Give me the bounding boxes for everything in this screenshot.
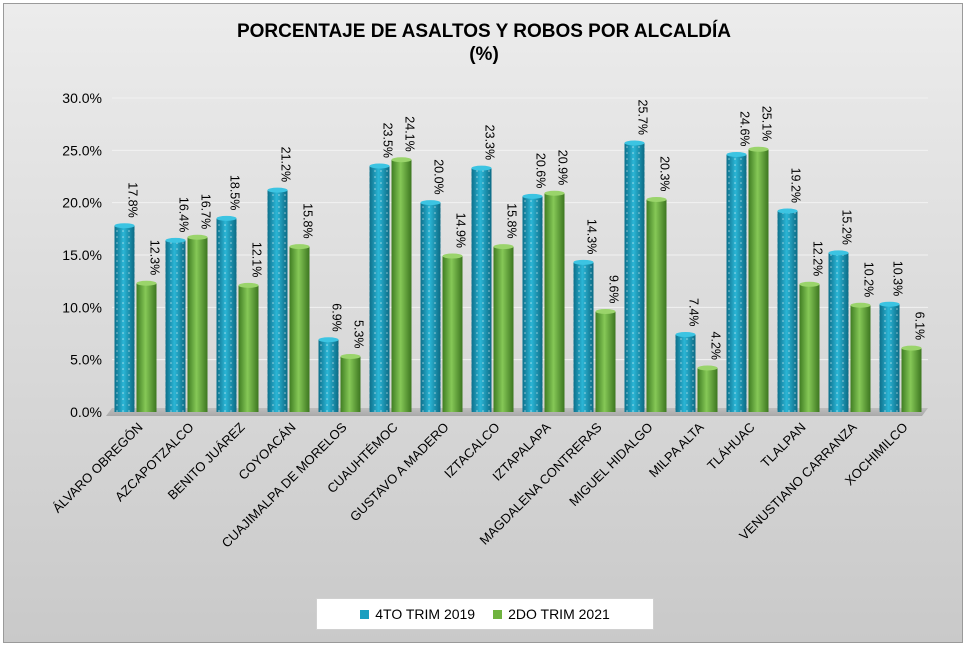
chart-subtitle: (%): [469, 44, 499, 65]
bar-series-1: [114, 223, 135, 412]
legend-item-series-1: 4TO TRIM 2019: [360, 606, 475, 622]
legend-swatch-series-1: [360, 609, 370, 619]
bar-series-1: [216, 215, 237, 412]
bar-series-1: [369, 163, 390, 412]
data-label: 23.3%: [483, 125, 497, 160]
bar-series-2: [901, 345, 922, 412]
bar-series-1: [522, 193, 543, 412]
legend-item-series-2: 2DO TRIM 2021: [493, 606, 610, 622]
data-label: 18.5%: [228, 175, 242, 210]
bar-series-1: [471, 165, 492, 412]
legend-swatch-series-2: [493, 609, 503, 619]
data-label: 6.1%: [913, 312, 927, 341]
y-tick-label: 25.0%: [62, 142, 102, 158]
data-label: 6.9%: [330, 303, 344, 332]
bar-chart: 0.0% 5.0% 10.0% 15.0% 20.0% 25.0% 30.0% 17.8% 12…: [50, 90, 928, 551]
data-label: 24.6%: [738, 111, 752, 146]
chart-title: PORCENTAJE DE ASALTOS Y ROBOS POR ALCALD…: [236, 21, 732, 42]
data-label: 21.2%: [279, 147, 293, 182]
x-category-label: TLÁHUAC: [704, 420, 758, 474]
data-label: 17.8%: [126, 182, 140, 217]
x-category-label: MILPA ALTA: [646, 419, 707, 480]
bar-series-2: [595, 309, 616, 412]
x-category-label: TLALPAN: [758, 420, 809, 471]
data-label: 16.7%: [199, 194, 213, 229]
bar-series-1: [165, 237, 186, 412]
data-label: 23.5%: [381, 123, 395, 158]
y-tick-label: 20.0%: [62, 195, 102, 211]
bar-series-2: [136, 280, 157, 412]
bar-series-1: [879, 301, 900, 412]
bar-series-1: [267, 187, 288, 412]
legend-label-series-1: 4TO TRIM 2019: [375, 606, 476, 622]
data-label: 14.3%: [585, 219, 599, 254]
chart-floor: [106, 408, 928, 416]
data-label: 19.2%: [789, 168, 803, 203]
data-label: 5.3%: [352, 320, 366, 349]
bar-series-1: [318, 337, 339, 412]
bar-series-2: [289, 244, 310, 412]
y-tick-label: 0.0%: [70, 404, 102, 420]
data-label: 10.2%: [862, 262, 876, 297]
bar-series-2: [391, 157, 412, 412]
data-label: 16.4%: [177, 197, 191, 232]
data-label: 4.2%: [709, 332, 723, 361]
bar-series-1: [420, 200, 441, 412]
y-tick-label: 15.0%: [62, 247, 102, 263]
y-tick-label: 10.0%: [62, 299, 102, 315]
data-label: 25.7%: [636, 100, 650, 135]
bar-series-2: [646, 197, 667, 412]
bar-series-1: [624, 140, 645, 413]
legend: 4TO TRIM 2019 2DO TRIM 2021: [316, 598, 654, 630]
data-label: 14.9%: [454, 213, 468, 248]
legend-label-series-2: 2DO TRIM 2021: [508, 606, 610, 622]
bar-series-1: [726, 152, 747, 412]
data-label: 24.1%: [403, 116, 417, 151]
data-label: 7.4%: [687, 298, 701, 327]
bar-series-1: [777, 208, 798, 412]
x-category-label: ÁLVARO OBREGÓN: [50, 420, 146, 516]
data-label: 15.8%: [301, 203, 315, 238]
bar-series-2: [748, 146, 769, 412]
y-tick-label: 5.0%: [70, 352, 102, 368]
data-label: 12.2%: [811, 241, 825, 276]
data-label: 10.3%: [891, 261, 905, 296]
bar-series-2: [340, 354, 361, 412]
bar-series-2: [493, 244, 514, 412]
data-label: 9.6%: [607, 275, 621, 304]
bar-series-2: [238, 282, 259, 412]
chart-title-block: PORCENTAJE DE ASALTOS Y ROBOS POR ALCALD…: [0, 20, 968, 66]
bar-series-2: [544, 190, 565, 412]
data-label: 20.0%: [432, 159, 446, 194]
data-label: 20.9%: [556, 150, 570, 185]
data-label: 15.8%: [505, 203, 519, 238]
bar-series-1: [675, 332, 696, 412]
bar-series-1: [573, 259, 594, 412]
y-tick-label: 30.0%: [62, 90, 102, 106]
data-label: 25.1%: [760, 106, 774, 141]
bar-series-2: [850, 302, 871, 412]
data-label: 20.6%: [534, 153, 548, 188]
bar-series-2: [697, 365, 718, 412]
bar-series-1: [828, 250, 849, 412]
bar-series-2: [442, 253, 463, 412]
data-label: 12.3%: [148, 240, 162, 275]
x-category-label: GUSTAVO A MADERO: [347, 420, 452, 525]
data-label: 12.1%: [250, 242, 264, 277]
data-label: 20.3%: [658, 156, 672, 191]
data-label: 15.2%: [840, 209, 854, 244]
bar-series-2: [187, 234, 208, 412]
bar-series-2: [799, 281, 820, 412]
